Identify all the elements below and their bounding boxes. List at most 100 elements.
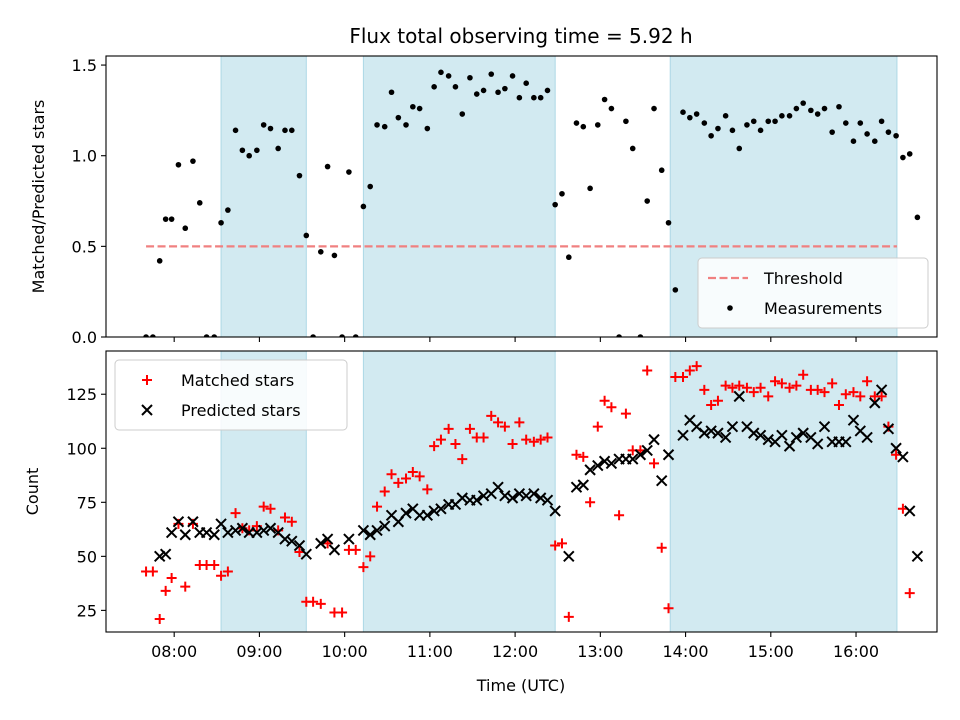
- predicted-star-marker: [584, 464, 596, 476]
- matched-star-marker: [848, 387, 859, 398]
- matched-star-marker: [379, 486, 390, 497]
- measurement-point: [445, 73, 452, 79]
- matched-star-marker: [563, 611, 574, 622]
- x-tick-label: 10:00: [322, 642, 368, 661]
- predicted-star-marker: [215, 518, 227, 530]
- legend-label: Threshold: [763, 269, 843, 288]
- matched-star-marker: [393, 477, 404, 488]
- measurement-point: [452, 84, 459, 90]
- measurement-point: [559, 190, 565, 197]
- measurement-point: [629, 145, 636, 152]
- matched-star-marker: [464, 423, 475, 434]
- predicted-star-marker: [733, 390, 745, 403]
- measurement-point: [367, 183, 374, 190]
- predicted-star-marker: [172, 516, 185, 528]
- matched-star-marker: [407, 467, 418, 478]
- measurement-point: [459, 111, 466, 117]
- chart-title: Flux total observing time = 5.92 h: [349, 24, 692, 48]
- measurement-point: [623, 118, 629, 125]
- matched-star-marker: [386, 469, 397, 480]
- predicted-star-marker: [605, 457, 618, 470]
- measurement-point: [800, 100, 806, 106]
- predicted-star-marker: [528, 487, 540, 500]
- predicted-star-marker: [840, 436, 852, 448]
- measurement-point: [701, 120, 708, 126]
- measurement-point: [829, 129, 835, 135]
- matched-star-marker: [528, 436, 539, 447]
- observing-window-shade: [220, 56, 307, 337]
- measurement-point: [352, 334, 359, 337]
- matched-star-marker: [429, 441, 440, 452]
- measurement-point: [573, 120, 580, 126]
- measurement-point: [537, 94, 544, 101]
- measurement-point: [765, 118, 772, 125]
- y-tick-label: 1.5: [72, 56, 97, 75]
- predicted-star-marker: [208, 529, 220, 541]
- matched-star-marker: [876, 391, 887, 402]
- predicted-star-marker: [165, 526, 178, 539]
- predicted-star-marker: [421, 509, 434, 521]
- matched-star-marker: [209, 559, 220, 570]
- matched-star-marker: [827, 378, 838, 389]
- measurement-point: [168, 216, 175, 222]
- matched-star-marker: [401, 473, 412, 484]
- measurement-point: [289, 127, 295, 134]
- matched-star-marker: [614, 510, 625, 521]
- legend: Threshold Measurements: [697, 257, 929, 329]
- predicted-star-marker: [719, 431, 732, 444]
- measurement-point: [410, 103, 416, 110]
- matched-star-marker: [840, 389, 851, 400]
- measurement-point: [552, 201, 558, 208]
- measurement-point: [509, 73, 516, 79]
- measurement-point: [878, 118, 885, 125]
- matched-star-marker: [337, 607, 348, 618]
- predicted-star-marker: [648, 433, 660, 446]
- observing-window-shade: [669, 351, 898, 632]
- predicted-star-marker: [315, 537, 327, 550]
- plot-area: [141, 351, 924, 632]
- predicted-star-marker: [187, 516, 199, 528]
- measurement-point: [175, 161, 182, 168]
- predicted-star-marker: [698, 427, 711, 439]
- x-tick-label: 08:00: [151, 642, 197, 661]
- matched-star-marker: [656, 542, 667, 553]
- matched-star-marker: [599, 395, 610, 406]
- measurement-point: [665, 219, 672, 226]
- measurement-point: [906, 151, 913, 157]
- predicted-star-marker: [534, 492, 547, 504]
- measurement-point: [814, 111, 821, 117]
- measurement-point: [403, 122, 409, 128]
- measurement-point: [239, 147, 246, 154]
- measurement-point: [793, 105, 800, 112]
- matched-star-marker: [279, 512, 290, 523]
- matched-star-marker: [166, 572, 177, 583]
- predicted-star-marker: [506, 492, 519, 504]
- measurement-point: [182, 225, 189, 232]
- matched-star-marker: [556, 538, 567, 549]
- measurement-point: [162, 216, 169, 222]
- predicted-star-marker: [428, 505, 440, 517]
- measurement-point: [416, 105, 423, 112]
- predicted-star-marker: [598, 455, 611, 467]
- predicted-star-marker: [890, 442, 902, 454]
- legend-predicted-swatch: [141, 404, 153, 416]
- predicted-star-marker: [279, 533, 291, 545]
- x-axis-title: Time (UTC): [476, 676, 565, 695]
- matched-star-marker: [904, 588, 915, 599]
- measurement-point: [488, 71, 495, 77]
- matched-star-marker: [833, 400, 844, 411]
- matched-star-marker: [649, 458, 660, 469]
- measurement-point: [736, 145, 743, 152]
- measurement-point: [580, 123, 587, 130]
- predicted-star-marker: [563, 550, 575, 563]
- y-tick-label: 1.0: [72, 147, 97, 166]
- measurement-point: [317, 248, 324, 255]
- predicted-star-marker: [818, 420, 831, 433]
- measurement-point: [324, 163, 331, 170]
- legend-label: Predicted stars: [181, 401, 301, 420]
- predicted-star-marker: [655, 474, 668, 487]
- predicted-star-marker: [549, 505, 561, 517]
- ratio-panel: 0.0 0.5 1.0 1.5 Matched/Predicted stars Thres…: [29, 55, 938, 347]
- measurement-point: [808, 107, 814, 114]
- y-tick-label: 125: [66, 385, 97, 404]
